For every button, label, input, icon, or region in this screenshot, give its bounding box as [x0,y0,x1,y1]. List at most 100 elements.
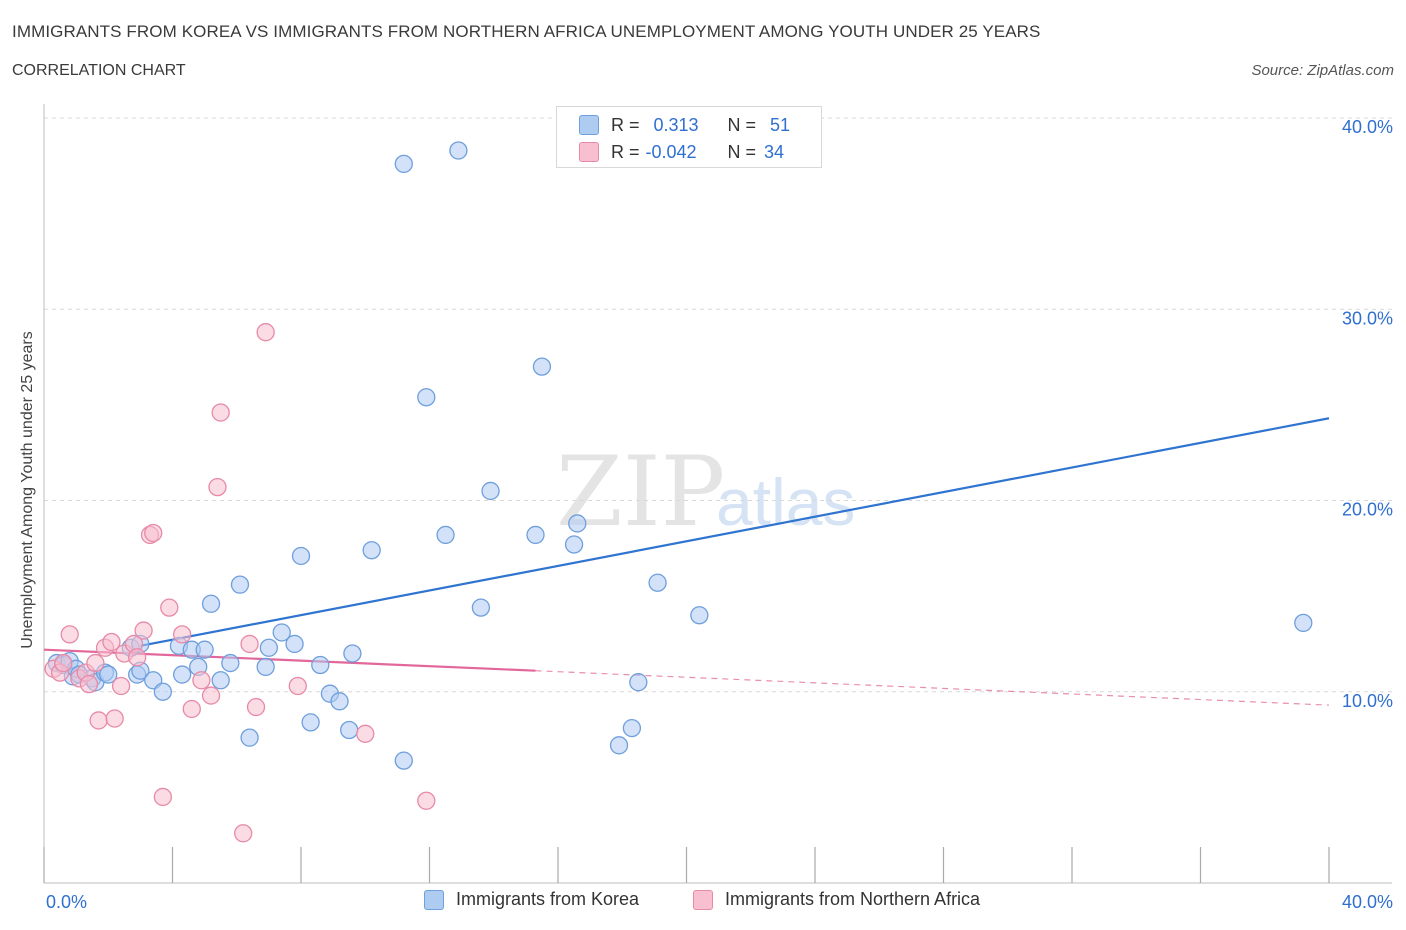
korea-point-45 [526,525,545,545]
nafrica-point-11 [105,709,124,728]
chart-title: IMMIGRANTS FROM KOREA VS IMMIGRANTS FROM… [12,22,1041,41]
korea-point-31 [301,713,320,732]
nafrica-point-21 [172,625,192,644]
nafrica-point-31 [288,676,307,696]
korea-point-28 [272,623,291,642]
y-tick-label-30: 30.0% [1342,308,1393,328]
korea-point-51 [629,673,648,692]
korea-point-36 [343,644,362,663]
nafrica-point-16 [134,621,153,640]
nafrica-n-label: N = [727,141,757,162]
y-tick-label-10: 10.0% [1342,691,1393,711]
nafrica-point-7 [86,653,105,673]
watermark: ZIP atlas [556,436,855,548]
trend-line-korea [140,417,1330,647]
nafrica-n-value: 34 [764,141,785,162]
series-legend: Immigrants from Korea Immigrants from No… [0,889,1406,917]
korea-point-37 [362,541,381,560]
korea-point-44 [481,481,500,501]
korea-n-label: N = [727,114,757,135]
korea-point-48 [568,514,587,533]
korea-point-32 [311,655,330,675]
nafrica-point-10 [102,632,121,652]
nafrica-point-12 [111,676,131,696]
korea-point-50 [622,718,642,738]
nafrica-point-20 [160,598,179,617]
trend-line-nafrica-extension [535,670,1330,706]
nafrica-point-22 [182,699,201,719]
axes [43,104,1392,884]
korea-point-27 [259,638,279,657]
watermark-atlas: atlas [716,465,855,539]
nafrica-point-25 [208,477,227,497]
korea-point-41 [436,525,455,545]
legend-item-korea[interactable]: Immigrants from Korea [424,889,639,910]
korea-point-21 [201,594,221,613]
nafrica-point-24 [201,686,221,705]
nafrica-point-30 [256,323,275,342]
korea-legend-label: Immigrants from Korea [456,889,640,909]
stats-legend: R = 0.313 N = 51 R = -0.042 N = 34 [556,106,822,168]
nafrica-swatch [579,142,599,162]
nafrica-point-8 [89,711,108,730]
korea-point-54 [1294,613,1313,633]
tick-labels: 10.0% 20.0% 30.0% 40.0% 0.0% 40.0% [46,117,1393,912]
nafrica-point-32 [356,724,375,743]
korea-swatch [579,115,599,135]
nafrica-point-33 [417,791,436,810]
korea-point-49 [609,736,629,755]
y-tick-label-40: 40.0% [1342,117,1393,137]
korea-point-35 [340,720,359,740]
korea-point-42 [449,141,468,160]
korea-point-23 [221,653,240,673]
korea-point-15 [153,682,173,701]
korea-point-53 [690,606,709,625]
korea-point-17 [172,665,192,684]
nafrica-point-6 [79,674,99,694]
nafrica-legend-swatch [693,889,713,910]
nafrica-point-2 [54,653,73,673]
korea-point-30 [291,546,311,566]
x-tick-label-max: 40.0% [1342,892,1393,912]
stats-row-nafrica: R = -0.042 N = 34 [579,139,784,165]
source-label: Source: ZipAtlas.com [1251,62,1394,79]
x-tick-label-min: 0.0% [46,892,87,912]
legend-item-nafrica[interactable]: Immigrants from Northern Africa [693,889,980,910]
nafrica-legend-label: Immigrants from Northern Africa [725,889,981,909]
korea-point-26 [256,657,275,677]
korea-legend-swatch [424,889,444,910]
stats-row-korea: R = 0.313 N = 51 [579,112,790,138]
nafrica-r-value: -0.042 [645,141,697,162]
grid [44,117,1392,693]
korea-point-9 [99,665,118,684]
korea-point-22 [211,671,230,690]
nafrica-point-15 [128,648,147,667]
nafrica-r-label: R = [611,141,640,162]
korea-r-value: 0.313 [653,114,699,135]
korea-point-52 [648,573,667,592]
korea-point-46 [532,357,552,376]
korea-point-24 [230,575,250,594]
korea-point-40 [417,388,436,407]
korea-point-43 [471,598,491,617]
korea-point-39 [394,154,413,174]
nafrica-point-28 [240,634,259,654]
nafrica-point-23 [192,671,211,690]
korea-point-29 [285,634,304,654]
korea-r-label: R = [611,114,640,135]
korea-point-20 [195,640,214,659]
korea-n-value: 51 [770,114,791,135]
korea-point-38 [394,751,413,770]
nafrica-point-19 [153,787,173,807]
korea-point-25 [240,728,259,747]
korea-point-47 [564,535,584,554]
data-points [44,141,1313,843]
chart-subtitle: CORRELATION CHART [12,62,186,79]
nafrica-point-18 [144,523,163,543]
nafrica-point-27 [234,824,253,843]
nafrica-point-3 [60,625,79,644]
korea-point-34 [330,692,349,711]
nafrica-point-26 [211,403,230,422]
nafrica-point-29 [246,697,266,717]
